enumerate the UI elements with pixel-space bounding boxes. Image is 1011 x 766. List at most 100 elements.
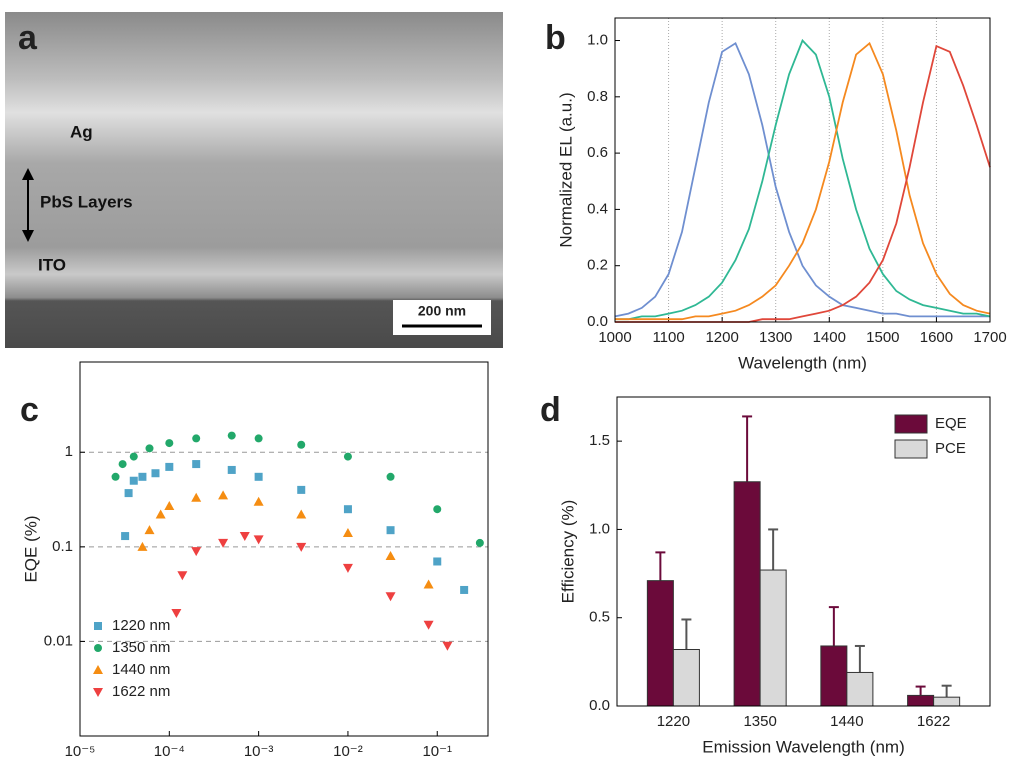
plot-frame [616,396,991,707]
x-tick-label: 10⁻⁵ [65,743,96,760]
marker [124,489,133,498]
x-tick-label: 10⁻¹ [422,743,452,760]
scale-bar-box [393,300,491,335]
marker [129,452,138,461]
y-tick-label: 0.6 [587,144,608,161]
image-panel: a Ag PbS Layers ITO 200 nm [5,12,503,348]
legend-label: PCE [935,440,966,457]
line [614,41,990,318]
marker [442,641,453,651]
plot-frame [614,17,991,323]
x-tick-label: 1440 [830,713,863,730]
y-tick-label: 1.0 [587,31,608,48]
sem-image [5,12,503,348]
y-tick-label: 0.2 [587,257,608,274]
marker [155,509,166,519]
x-tick-label: 1100 [652,329,684,346]
y-tick-label: 0.5 [589,609,610,626]
marker [254,472,263,481]
x-tick-label: 1200 [705,329,738,346]
marker [253,535,264,545]
bar [933,696,961,707]
panel-label: b [545,19,566,57]
marker [297,485,306,494]
y-tick-label: 0.1 [52,538,73,555]
x-tick-label: 1300 [759,329,792,346]
legend-swatch [894,414,928,434]
marker [138,472,147,481]
marker [192,434,201,443]
y-tick-label: 0.8 [587,88,608,105]
legend-marker [93,665,103,674]
x-tick-label: 10⁻³ [244,743,274,760]
x-tick-label: 1400 [813,329,846,346]
x-tick-label: 1220 [657,713,690,730]
bar [646,580,674,707]
marker [386,472,395,481]
marker [239,532,250,542]
y-tick-label: 1.0 [589,520,610,537]
bar [672,648,700,707]
x-tick-label: 1622 [917,713,950,730]
annotation: Ag [70,122,93,141]
marker [137,541,148,551]
marker [192,460,201,469]
y-axis-label: Normalized EL (a.u.) [556,92,575,247]
y-tick-label: 0.01 [44,632,73,649]
x-tick-label: 1000 [598,329,631,346]
marker [171,608,182,618]
legend-label: 1622 nm [112,683,170,700]
marker [342,528,353,538]
marker [151,469,160,478]
marker [144,525,155,535]
bar [759,569,787,707]
legend-marker [94,644,102,652]
legend-marker [94,622,102,630]
marker [460,585,469,594]
marker [253,496,264,506]
y-axis-label: Efficiency (%) [558,500,577,604]
panel-label: d [540,391,561,429]
marker [386,526,395,535]
marker [118,460,127,469]
x-tick-label: 1500 [866,329,899,346]
line [615,41,991,321]
marker [475,538,484,547]
marker [433,505,442,514]
legend-marker [93,688,103,697]
line [615,38,991,321]
y-tick-label: 0.0 [587,313,608,330]
marker [177,571,188,581]
marker [111,472,120,481]
marker [227,465,236,474]
marker [218,490,229,500]
marker [164,501,175,511]
marker [296,509,307,519]
marker [227,431,236,440]
marker [129,476,138,485]
x-tick-label: 10⁻² [333,743,363,760]
marker [165,462,174,471]
x-tick-label: 1350 [743,713,776,730]
marker [423,620,434,630]
legend-label: 1220 nm [112,617,170,634]
scale-bar-label: 200 nm [418,303,466,319]
line [615,44,991,323]
panel-label: a [18,19,38,57]
y-axis-label: EQE (%) [21,515,40,582]
y-tick-label: 1 [65,443,73,460]
marker [191,547,202,557]
legend-label: 1440 nm [112,661,170,678]
marker [254,434,263,443]
plot-frame [79,361,489,737]
marker [423,579,434,589]
legend-label: 1350 nm [112,639,170,656]
y-tick-label: 0.0 [589,697,610,714]
bar [846,671,874,707]
bar [820,645,848,707]
x-tick-label: 1700 [973,329,1006,346]
x-axis-label: Emission Wavelength (nm) [702,737,905,756]
x-axis-label: Wavelength (nm) [738,353,867,372]
bar [733,481,761,707]
